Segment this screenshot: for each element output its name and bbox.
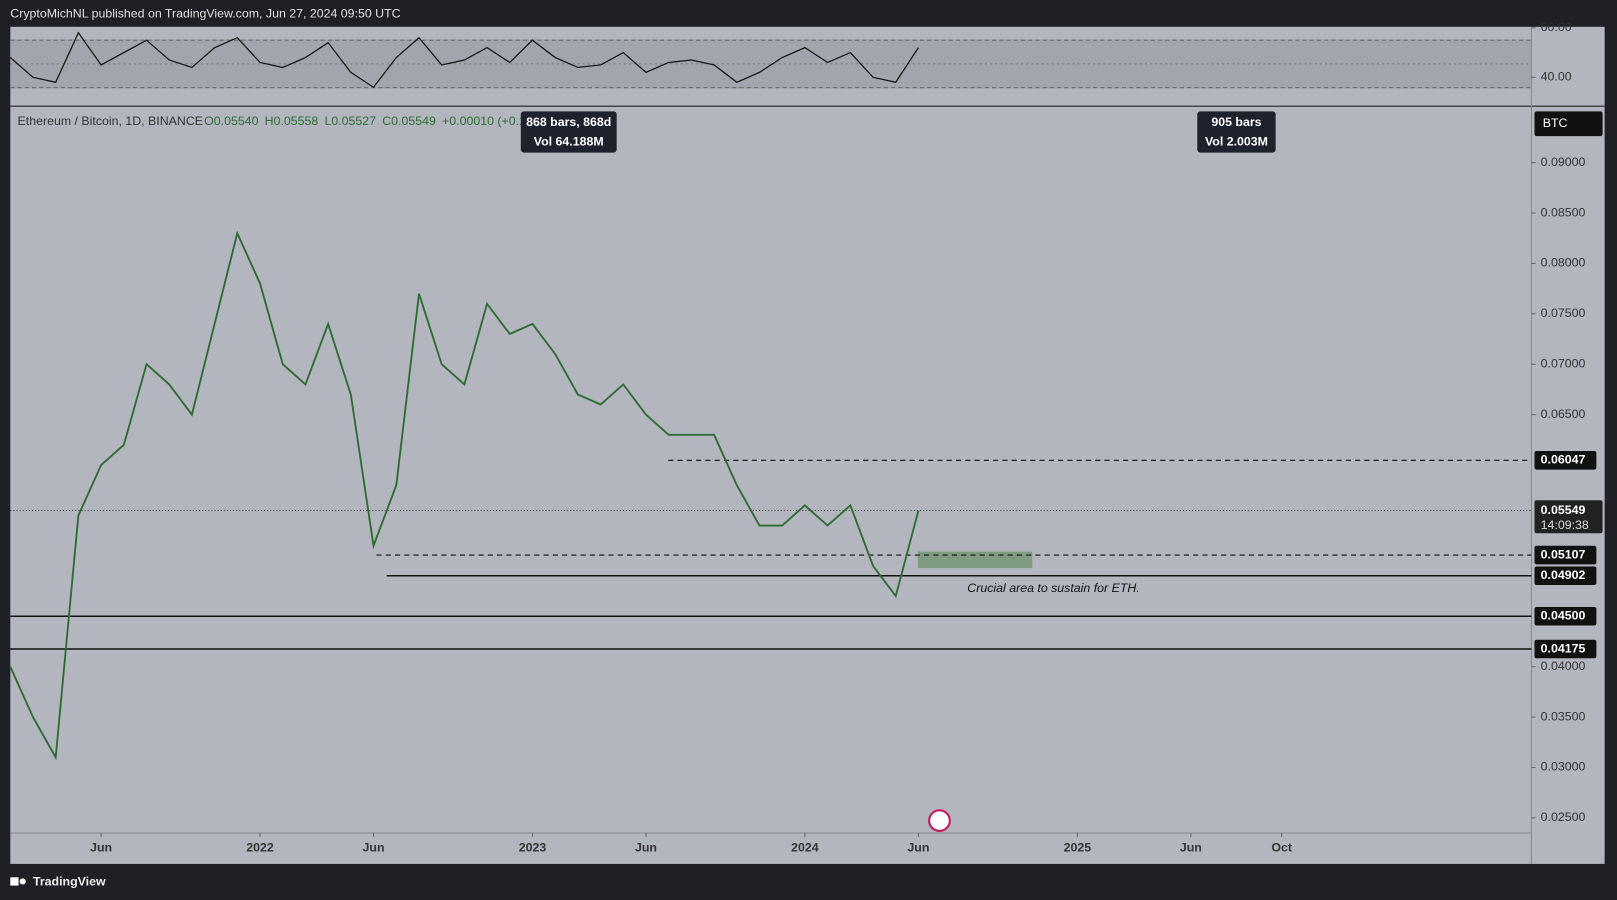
y-tick-label: 0.04000 [1541,659,1586,673]
currency: BTC [1543,116,1568,130]
level-box [1534,606,1597,626]
level-box [1534,545,1597,565]
rsi-line [9,31,919,89]
y-tick-label: 0.07000 [1541,357,1586,371]
level-box [1534,639,1597,659]
x-tick-label: 2023 [519,841,547,855]
tooltip-text: Vol 64.188M [534,135,604,149]
y-tick-label: 0.09000 [1541,155,1586,169]
currency-box [1534,111,1603,137]
ohlc-value: +0.00010 (+0.18 [442,114,533,128]
tooltip-text: 868 bars, 868d [526,115,611,129]
level-box [1534,566,1597,586]
y-tick-label: 0.03500 [1541,709,1586,723]
ohlc-value: H0.05558 [265,114,319,128]
level-label: 0.04500 [1541,609,1586,623]
x-tick-label: 2024 [791,841,819,855]
x-tick-label: 2025 [1064,841,1092,855]
x-tick-label: Jun [1180,841,1202,855]
event-icon[interactable] [928,809,951,832]
tooltip-text: 905 bars [1211,115,1261,129]
last-price-label: 0.05549 [1541,503,1586,517]
countdown: 14:09:38 [1541,518,1589,532]
measure-tooltip [520,111,617,153]
x-tick-label: 2022 [246,841,274,855]
level-label: 0.06047 [1541,453,1586,467]
logo [10,877,26,886]
chart-area [10,26,1605,864]
y-tick-label: 0.06500 [1541,407,1586,421]
x-tick-label: Jun [635,841,657,855]
tooltip-text: Vol 2.003M [1205,135,1268,149]
support-zone [917,551,1033,569]
level-label: 0.04902 [1541,568,1586,582]
rsi-tick-label: 60.00 [1541,20,1572,34]
brand: TradingView [33,875,106,889]
ohlc-value: C0.05549 [382,114,436,128]
level-box [1534,451,1597,470]
x-tick-label: Jun [363,841,385,855]
last-price-box [1534,500,1603,534]
level-label: 0.05107 [1541,547,1586,561]
annotation: Crucial area to sustain for ETH. [967,581,1139,595]
x-tick-label: Oct [1271,841,1292,855]
x-tick-label: Jun [90,841,112,855]
y-tick-label: 0.07500 [1541,306,1586,320]
y-tick-label: 0.08000 [1541,256,1586,270]
level-label: 0.04175 [1541,641,1586,655]
ohlc-value: L0.05527 [324,114,376,128]
price-line [9,230,920,761]
y-tick-label: 0.08500 [1541,205,1586,219]
symbol: Ethereum / Bitcoin, 1D, BINANCE [18,114,203,128]
y-tick-label: 0.02500 [1541,810,1586,824]
ohlc-value: O0.05540 [204,114,258,128]
x-tick-label: Jun [907,841,929,855]
y-tick-label: 0.03000 [1541,760,1586,774]
publisher: CryptoMichNL published on TradingView.co… [10,7,400,21]
measure-tooltip [1197,111,1276,153]
rsi-tick-label: 40.00 [1541,70,1572,84]
